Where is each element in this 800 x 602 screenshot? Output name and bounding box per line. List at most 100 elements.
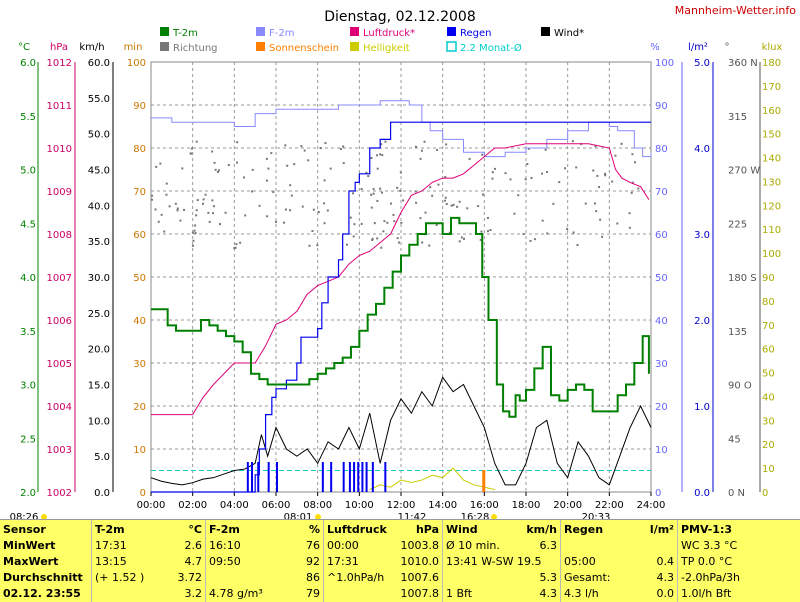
richtung-point	[384, 140, 387, 143]
richtung-point	[420, 149, 423, 152]
tick-label-deg: 180 S	[728, 273, 757, 284]
legend-swatch	[447, 27, 456, 36]
sensor-row-avg: Durchschnitt	[3, 571, 83, 584]
x-tick-label: 24:00	[637, 500, 666, 511]
richtung-point	[611, 180, 614, 183]
richtung-point	[452, 203, 455, 206]
tick-label-kmh: 20.0	[88, 345, 110, 356]
tick-label-kmh: 0.0	[94, 488, 110, 499]
sensor-row-min: MinWert	[3, 539, 56, 552]
richtung-point	[251, 190, 254, 193]
t2m-avg-note: (+ 1.52 )	[95, 571, 145, 584]
stats-col-luftdruck: Luftdruck hPa 00:00 1003.8 17:31 1010.0 ^1.…	[323, 520, 442, 602]
legend-label: F-2m	[269, 28, 294, 39]
tick-label-klux: 70	[762, 321, 775, 332]
richtung-point	[308, 244, 311, 247]
wind-unit: km/h	[526, 523, 557, 536]
richtung-point	[598, 186, 601, 189]
richtung-point	[194, 224, 197, 227]
tick-label-hpa: 1004	[47, 402, 72, 413]
richtung-point	[381, 154, 384, 157]
luftdruck-min-value: 1003.8	[400, 539, 440, 552]
regen-total-label: Gesamt:	[564, 571, 611, 584]
richtung-point	[176, 207, 179, 210]
richtung-point	[193, 229, 196, 232]
richtung-point	[456, 205, 459, 208]
richtung-point	[283, 221, 286, 224]
series-wind	[150, 376, 652, 486]
richtung-point	[376, 199, 379, 202]
richtung-point	[342, 162, 345, 165]
axis-unit-pct: %	[650, 42, 660, 53]
rain-bar	[330, 462, 333, 492]
tick-label-degc: 3.0	[20, 381, 36, 392]
x-tick-label: 06:00	[262, 500, 291, 511]
tick-label-klux: 10	[762, 464, 775, 475]
richtung-point	[541, 219, 544, 222]
tick-label-degc: 4.5	[20, 219, 36, 230]
richtung-point	[546, 171, 549, 174]
richtung-point	[592, 169, 595, 172]
sensor-row-max: MaxWert	[3, 555, 59, 568]
f2m-current-note: 4.78 g/m³	[209, 587, 263, 600]
richtung-point	[381, 191, 384, 194]
rain-bar	[365, 462, 368, 492]
richtung-point	[224, 211, 227, 214]
richtung-point	[179, 219, 182, 222]
sensor-header: Sensor	[3, 523, 46, 536]
axis-unit-degc: °C	[18, 42, 30, 53]
sensor-row-current: 02.12. 23:55	[3, 587, 81, 600]
richtung-point	[375, 154, 378, 157]
wind-mean-value: 5.3	[539, 571, 558, 584]
legend-swatch	[350, 27, 359, 36]
site-name[interactable]: Mannheim-Wetter.info	[675, 4, 797, 17]
pmv-row-3: 1.0l/h Bft	[681, 587, 732, 600]
richtung-point	[159, 162, 162, 165]
richtung-point	[631, 153, 634, 156]
richtung-point	[526, 163, 529, 166]
tick-label-lm2: 4.0	[694, 144, 710, 155]
richtung-point	[265, 157, 268, 160]
richtung-point	[596, 174, 599, 177]
richtung-point	[284, 144, 287, 147]
richtung-point	[326, 209, 329, 212]
tick-label-degc: 5.0	[20, 166, 36, 177]
richtung-point	[319, 147, 322, 150]
rain-bar	[342, 462, 345, 492]
tick-label-kmh: 15.0	[88, 381, 110, 392]
tick-label-pct: 90	[655, 101, 668, 112]
legend-swatch	[446, 41, 457, 52]
x-tick-label: 18:00	[512, 500, 541, 511]
richtung-point	[216, 170, 219, 173]
regen-rate: 4.3 l/h	[564, 587, 599, 600]
richtung-point	[431, 194, 434, 197]
richtung-point	[493, 167, 496, 170]
tick-label-klux: 100	[762, 249, 781, 260]
t2m-max-time: 13:15	[95, 555, 127, 568]
richtung-point	[593, 202, 596, 205]
richtung-point	[631, 181, 634, 184]
richtung-point	[195, 214, 198, 217]
richtung-point	[392, 213, 395, 216]
tick-label-kmh: 30.0	[88, 273, 110, 284]
richtung-point	[346, 243, 349, 246]
axis-unit-lm2: l/m²	[688, 42, 708, 53]
richtung-point	[316, 244, 319, 247]
richtung-point	[524, 178, 527, 181]
chart-title: Dienstag, 02.12.2008	[324, 9, 475, 25]
richtung-point	[424, 211, 427, 214]
richtung-point	[419, 157, 422, 160]
tick-label-klux: 150	[762, 130, 781, 141]
tick-label-klux: 120	[762, 201, 781, 212]
richtung-point	[575, 166, 578, 169]
tick-label-pct: 40	[655, 316, 668, 327]
wind-current-value: 4.3	[539, 587, 558, 600]
richtung-point	[266, 215, 269, 218]
tick-label-pct: 30	[655, 359, 668, 370]
tick-label-kmh: 25.0	[88, 309, 110, 320]
rain-bar	[348, 462, 351, 492]
rain-bar	[384, 462, 387, 492]
tick-label-klux: 20	[762, 440, 775, 451]
richtung-point	[463, 237, 466, 240]
richtung-point	[289, 184, 292, 187]
